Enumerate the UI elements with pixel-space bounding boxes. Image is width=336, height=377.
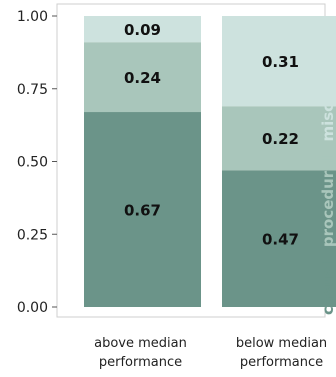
y-tick-label-2: 0.50: [17, 155, 48, 171]
bar-misc-0: [84, 16, 201, 43]
bars-group: 0.67 0.24 0.09 0.47 0.22 0.31: [84, 16, 336, 307]
x-category-label-0-0: above median: [94, 336, 187, 351]
y-tick-label-3: 0.75: [17, 82, 48, 98]
bar-procedural-0: [84, 42, 201, 113]
data-label-misc-0: 0.09: [124, 21, 161, 39]
x-category-label-1-1: performance: [240, 355, 323, 370]
legend-item-procedural: procedural: [319, 156, 336, 248]
legend: casual procedural misc.: [319, 97, 336, 315]
data-label-procedural-0: 0.24: [124, 69, 161, 87]
y-tick-label-4: 1.00: [17, 9, 48, 25]
x-axis: above median performance below median perfo…: [94, 336, 327, 370]
bar-casual-0: [84, 112, 201, 307]
bar-procedural-1: [222, 106, 336, 171]
y-axis: 0.00 0.25 0.50 0.75 1.00: [17, 9, 57, 316]
x-category-label-1-0: below median: [236, 336, 327, 351]
legend-item-casual: casual: [319, 261, 336, 315]
legend-item-misc: misc.: [319, 97, 336, 141]
data-label-procedural-1: 0.22: [262, 130, 299, 148]
bar-misc-1: [222, 16, 336, 107]
y-tick-label-0: 0.00: [17, 300, 48, 316]
x-category-label-0-1: performance: [99, 355, 182, 370]
data-label-casual-0: 0.67: [124, 202, 161, 220]
data-label-casual-1: 0.47: [262, 231, 299, 249]
data-label-misc-1: 0.31: [262, 53, 299, 71]
y-tick-label-1: 0.25: [17, 227, 48, 243]
bar-casual-1: [222, 170, 336, 307]
